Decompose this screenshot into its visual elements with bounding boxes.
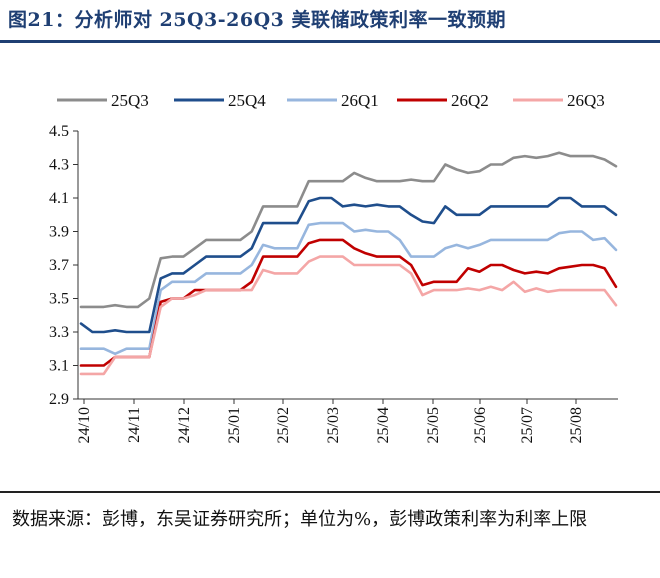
y-tick-label: 4.1 (49, 190, 69, 207)
legend-label-26q1: 26Q1 (341, 91, 379, 110)
x-tick-label: 25/01 (226, 407, 243, 443)
series-line-25q4 (79, 196, 618, 334)
y-tick-label: 3.7 (49, 257, 69, 274)
x-tick-label: 25/04 (375, 407, 392, 443)
legend-label-25q4: 25Q4 (228, 91, 266, 110)
chart-title: 图21：分析师对 25Q3-26Q3 美联储政策利率一致预期 (8, 9, 506, 31)
x-tick-label: 24/12 (176, 407, 193, 443)
legend-label-26q2: 26Q2 (451, 91, 489, 110)
x-tick-label: 25/06 (472, 407, 489, 443)
y-tick-label: 3.1 (49, 358, 69, 375)
x-tick-label: 24/11 (126, 407, 143, 443)
title-bar: 图21：分析师对 25Q3-26Q3 美联储政策利率一致预期 (0, 0, 660, 44)
x-tick-label: 24/10 (76, 407, 93, 443)
legend-label-26q3: 26Q3 (567, 91, 605, 110)
source-note: 数据来源：彭博，东吴证券研究所；单位为%，彭博政策利率为利率上限 (12, 509, 588, 530)
y-tick-label: 4.3 (49, 157, 69, 174)
series-line-26q3 (79, 255, 618, 376)
title-rule (0, 40, 660, 43)
legend: 25Q3 25Q4 26Q1 26Q2 26Q3 (57, 91, 605, 110)
plot-area (79, 151, 618, 376)
x-tick-label: 25/08 (568, 407, 585, 443)
footer-rule (0, 491, 660, 493)
series-line-26q1 (79, 221, 618, 356)
legend-label-25q3: 25Q3 (111, 91, 149, 110)
y-tick-label: 3.3 (49, 324, 69, 341)
y-tick-label: 4.5 (49, 123, 69, 140)
y-tick-label: 3.5 (49, 291, 69, 308)
x-tick-label: 25/03 (325, 407, 342, 443)
y-axis: 4.5 4.3 4.1 3.9 3.7 3.5 3.3 3.1 2.9 (49, 123, 79, 408)
x-tick-label: 25/02 (275, 407, 292, 443)
x-tick-label: 25/05 (425, 407, 442, 443)
x-tick-label: 25/07 (519, 407, 536, 443)
series-line-25q3 (79, 151, 618, 309)
y-tick-label: 3.9 (49, 224, 69, 241)
y-tick-label: 2.9 (49, 391, 69, 408)
x-axis: 24/10 24/11 24/12 25/01 25/02 25/03 25/04 25/05… (76, 398, 618, 443)
